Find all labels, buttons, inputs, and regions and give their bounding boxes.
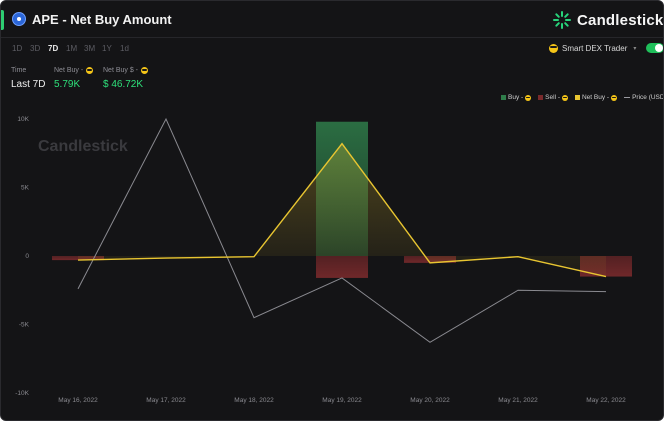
x-tick-label: May 21, 2022 [498,397,538,404]
x-tick-label: May 22, 2022 [586,397,626,404]
legend-label: Net Buy - [581,94,610,101]
legend-item[interactable]: Net Buy - [574,94,618,101]
time-range-1y[interactable]: 1Y [102,44,112,53]
stat-time: Time Last 7D [11,67,45,90]
legend-swatch [501,95,506,100]
trader-filter-label: Smart DEX Trader [562,43,628,53]
time-range-1m[interactable]: 1M [66,44,78,53]
page-title: APE - Net Buy Amount [32,12,172,27]
sunglasses-emoji-icon [141,67,149,74]
sunglasses-emoji-icon [561,94,568,101]
stat-time-label: Time [11,67,27,74]
trader-toggle[interactable] [646,43,663,53]
legend-swatch [538,95,544,100]
y-tick-label: -5K [19,322,30,329]
ape-token-icon [12,12,26,26]
card-header: APE - Net Buy Amount Candlestick [1,1,663,38]
y-tick-label: 10K [17,116,29,123]
time-range-3m[interactable]: 3M [84,44,96,53]
header-accent-bar [1,10,4,30]
chevron-down-icon[interactable]: ▾ [633,45,637,52]
time-range-7d[interactable]: 7D [48,44,59,53]
legend-label: Sell - [545,94,560,101]
trader-filter[interactable]: Smart DEX Trader ▾ [549,43,663,53]
time-range-selector: 1D 3D 7D 1M 3M 1Y 1d [12,44,138,53]
x-tick-label: May 17, 2022 [146,397,186,404]
brand-logo[interactable]: Candlestick [553,9,663,31]
legend-item[interactable]: Sell - [538,94,568,101]
candlestick-logo-icon [553,11,571,29]
y-tick-label: -10K [15,390,29,397]
chart-legend: Buy - Sell - Net Buy - Price (USD) [501,94,664,101]
stat-net-buy-label-row: Net Buy - [54,67,94,74]
stat-net-buy-usd-label-row: Net Buy $ - [103,67,149,74]
net-buy-chart: Candlestick 10K 5K 0 -5K -10K May 16, 2022 May … [15,116,632,404]
stat-time-value: Last 7D [11,79,46,90]
stat-net-buy-usd: Net Buy $ - $ 46.72K [103,67,149,90]
stat-net-buy-usd-label: Net Buy $ - [103,67,139,74]
price-line [77,117,607,343]
legend-swatch [624,97,631,98]
net-buy-line [77,142,607,278]
time-range-1d[interactable]: 1D [12,44,23,53]
x-tick-label: May 19, 2022 [322,397,362,404]
sell-bar [316,256,368,278]
legend-label: Buy - [508,94,524,101]
time-range-1d[interactable]: 1d [120,44,129,53]
chart-watermark: Candlestick [38,138,128,155]
sunglasses-emoji-icon [86,67,94,74]
y-tick-label: 0 [25,253,29,260]
time-range-3d[interactable]: 3D [30,44,41,53]
x-tick-label: May 16, 2022 [58,397,98,404]
x-tick-label: May 18, 2022 [234,397,274,404]
y-tick-label: 5K [21,185,30,192]
stat-net-buy: Net Buy - 5.79K [54,67,94,90]
sunglasses-emoji-icon [549,43,558,53]
brand-name: Candlestick [577,11,664,29]
stat-net-buy-label: Net Buy - [54,67,84,74]
sunglasses-emoji-icon [525,94,532,101]
net-buy-area [78,143,606,277]
x-tick-label: May 20, 2022 [410,397,450,404]
legend-item[interactable]: Buy - [501,94,532,101]
legend-label: Price (USD) [632,94,664,101]
legend-item[interactable]: Price (USD) [624,94,664,101]
stat-net-buy-value: 5.79K [54,79,81,90]
sunglasses-emoji-icon [611,94,618,101]
legend-swatch [574,95,580,100]
stat-net-buy-usd-value: $ 46.72K [103,79,144,90]
